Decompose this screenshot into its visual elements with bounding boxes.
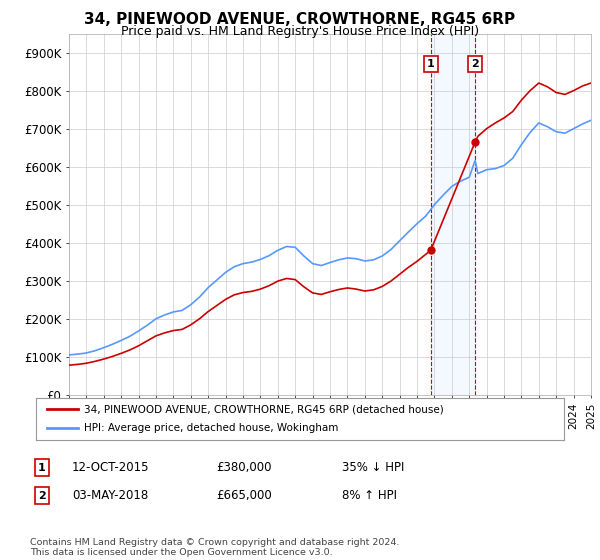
Text: £380,000: £380,000: [216, 461, 271, 474]
Text: 12-OCT-2015: 12-OCT-2015: [72, 461, 149, 474]
Text: 34, PINEWOOD AVENUE, CROWTHORNE, RG45 6RP (detached house): 34, PINEWOOD AVENUE, CROWTHORNE, RG45 6R…: [83, 404, 443, 414]
Text: Contains HM Land Registry data © Crown copyright and database right 2024.
This d: Contains HM Land Registry data © Crown c…: [30, 538, 400, 557]
Text: 34, PINEWOOD AVENUE, CROWTHORNE, RG45 6RP: 34, PINEWOOD AVENUE, CROWTHORNE, RG45 6R…: [85, 12, 515, 27]
Text: 1: 1: [38, 463, 46, 473]
Text: Price paid vs. HM Land Registry's House Price Index (HPI): Price paid vs. HM Land Registry's House …: [121, 25, 479, 38]
Text: 2: 2: [38, 491, 46, 501]
Bar: [431, 34, 475, 395]
Text: 35% ↓ HPI: 35% ↓ HPI: [342, 461, 404, 474]
Text: 2: 2: [471, 59, 479, 69]
Text: 1: 1: [427, 59, 434, 69]
Text: 8% ↑ HPI: 8% ↑ HPI: [342, 489, 397, 502]
Text: £665,000: £665,000: [216, 489, 272, 502]
Text: 03-MAY-2018: 03-MAY-2018: [72, 489, 148, 502]
Text: HPI: Average price, detached house, Wokingham: HPI: Average price, detached house, Woki…: [83, 423, 338, 433]
